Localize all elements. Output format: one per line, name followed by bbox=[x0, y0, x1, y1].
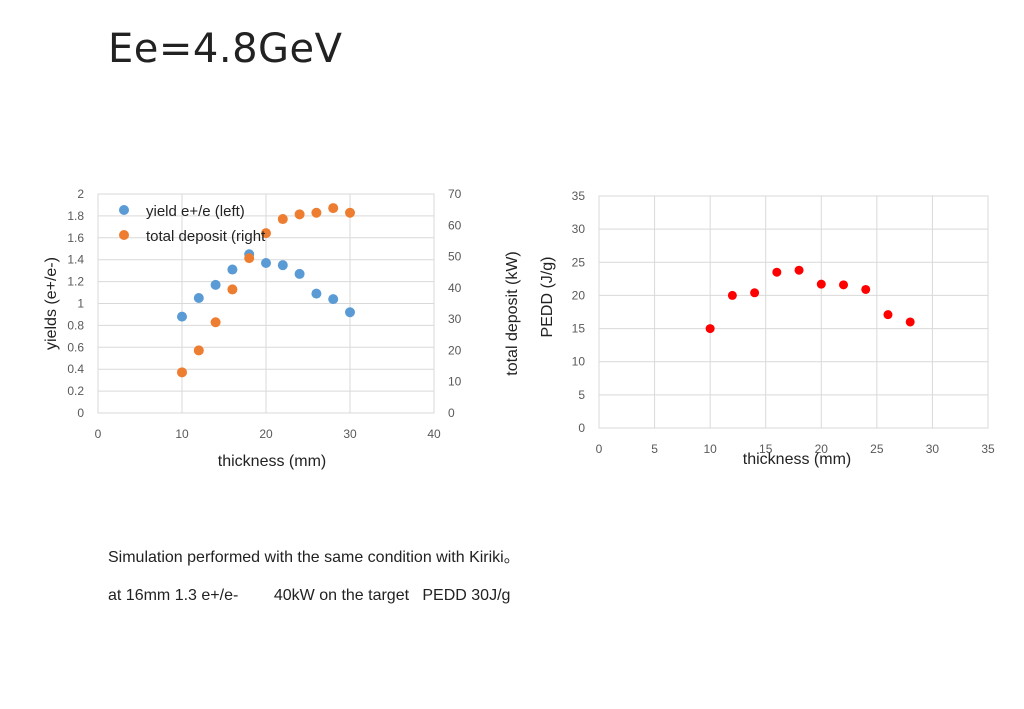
chart1-ytick-label: 2 bbox=[77, 187, 84, 201]
chart1-y2-axis-title: total deposit (kW) bbox=[504, 251, 521, 375]
chart1-xtick-label: 30 bbox=[343, 427, 357, 441]
chart2-point-pedd bbox=[794, 265, 804, 275]
chart2-x-axis-title: thickness (mm) bbox=[743, 451, 851, 468]
chart1-point-deposit bbox=[294, 209, 305, 220]
chart2-ytick-label: 10 bbox=[572, 355, 586, 369]
chart1-y2tick-label: 0 bbox=[448, 406, 455, 420]
chart2-xtick-label: 20 bbox=[815, 442, 829, 456]
chart1-x-axis-title: thickness (mm) bbox=[218, 453, 326, 470]
chart2-point-pedd bbox=[905, 317, 915, 327]
chart1-point-deposit bbox=[227, 284, 238, 295]
chart1-y2tick-label: 60 bbox=[448, 218, 462, 232]
chart2-xtick-label: 5 bbox=[651, 442, 658, 456]
chart1-point-yield bbox=[193, 293, 204, 304]
chart2-point-pedd bbox=[861, 284, 871, 294]
chart2-point-pedd bbox=[727, 290, 737, 300]
chart1-point-yield bbox=[277, 260, 288, 271]
chart1-point-yield bbox=[311, 288, 322, 299]
chart1-point-deposit bbox=[177, 367, 187, 378]
chart1-point-deposit bbox=[193, 345, 204, 356]
chart1-y2tick-label: 10 bbox=[448, 375, 462, 389]
summary-note: at 16mm 1.3 e+/e- 40kW on the target PED… bbox=[108, 587, 511, 604]
chart1-point-deposit bbox=[277, 214, 288, 225]
chart2-point-pedd bbox=[772, 267, 782, 277]
chart2-point-pedd bbox=[883, 310, 893, 320]
chart1-y-axis-title: yields (e+/e-) bbox=[43, 257, 60, 350]
chart2-ytick-label: 25 bbox=[572, 255, 586, 269]
chart1-point-deposit bbox=[345, 207, 355, 218]
chart1-xtick-label: 40 bbox=[427, 427, 441, 441]
chart1-legend-label: yield e+/e (left) bbox=[146, 203, 245, 220]
chart1-y2tick-label: 30 bbox=[448, 312, 462, 326]
chart1-point-yield bbox=[177, 311, 187, 322]
chart1-point-deposit bbox=[244, 253, 255, 264]
chart1-xtick-label: 20 bbox=[259, 427, 273, 441]
chart1-ytick-label: 1.4 bbox=[67, 253, 84, 267]
chart1-point-yield bbox=[261, 257, 271, 268]
chart1-ytick-label: 0.8 bbox=[67, 318, 84, 332]
chart2-y-axis-title: PEDD (J/g) bbox=[539, 257, 556, 338]
chart1-point-yield bbox=[328, 294, 339, 305]
chart1-ytick-label: 1.8 bbox=[67, 209, 84, 223]
chart2-ytick-label: 35 bbox=[572, 189, 586, 203]
chart2-xtick-label: 25 bbox=[870, 442, 884, 456]
chart1-y2tick-label: 70 bbox=[448, 187, 462, 201]
chart2-xtick-label: 10 bbox=[703, 442, 717, 456]
chart1-ytick-label: 0.6 bbox=[67, 340, 84, 354]
chart1-ytick-label: 1.2 bbox=[67, 275, 84, 289]
chart1-ytick-label: 1.6 bbox=[67, 231, 84, 245]
chart2-xtick-label: 35 bbox=[981, 442, 995, 456]
chart1-legend-marker bbox=[119, 205, 129, 215]
chart1-ytick-label: 0.4 bbox=[67, 362, 84, 376]
chart2-ytick-label: 0 bbox=[578, 421, 585, 435]
chart1-point-yield bbox=[227, 264, 238, 275]
chart2-ytick-label: 15 bbox=[572, 322, 586, 336]
chart1-ytick-label: 1 bbox=[77, 297, 84, 311]
chart1-point-deposit bbox=[210, 317, 221, 328]
chart2-point-pedd bbox=[839, 280, 849, 290]
chart2-point-pedd bbox=[705, 324, 715, 334]
chart2-xtick-label: 30 bbox=[926, 442, 940, 456]
simulation-note: Simulation performed with the same condi… bbox=[108, 549, 520, 566]
slide-title: Ee=4.8GeV bbox=[108, 26, 343, 72]
chart1-point-yield bbox=[294, 268, 305, 279]
chart1-xtick-label: 0 bbox=[95, 427, 102, 441]
chart1-point-deposit bbox=[328, 203, 339, 214]
chart1-y2tick-label: 20 bbox=[448, 343, 462, 357]
chart1-point-yield bbox=[210, 279, 221, 290]
chart2-point-pedd bbox=[750, 288, 760, 298]
chart1-legend-marker bbox=[119, 230, 129, 240]
chart2-ytick-label: 30 bbox=[572, 222, 586, 236]
chart1-y2tick-label: 50 bbox=[448, 250, 462, 264]
chart2-plot-border bbox=[598, 195, 989, 429]
chart1-y2tick-label: 40 bbox=[448, 281, 462, 295]
chart1-ytick-label: 0.2 bbox=[67, 384, 84, 398]
chart1-point-yield bbox=[345, 307, 355, 318]
chart1-legend-label: total deposit (right bbox=[146, 228, 266, 245]
chart2-point-pedd bbox=[816, 279, 826, 289]
chart2-ytick-label: 5 bbox=[578, 388, 585, 402]
chart1-ytick-label: 0 bbox=[77, 406, 84, 420]
chart1-point-deposit bbox=[261, 228, 271, 239]
chart2-ytick-label: 20 bbox=[572, 288, 586, 302]
chart2-xtick-label: 0 bbox=[596, 442, 603, 456]
chart1-point-deposit bbox=[311, 207, 322, 218]
chart1-xtick-label: 10 bbox=[175, 427, 189, 441]
chart2-xtick-label: 15 bbox=[759, 442, 773, 456]
